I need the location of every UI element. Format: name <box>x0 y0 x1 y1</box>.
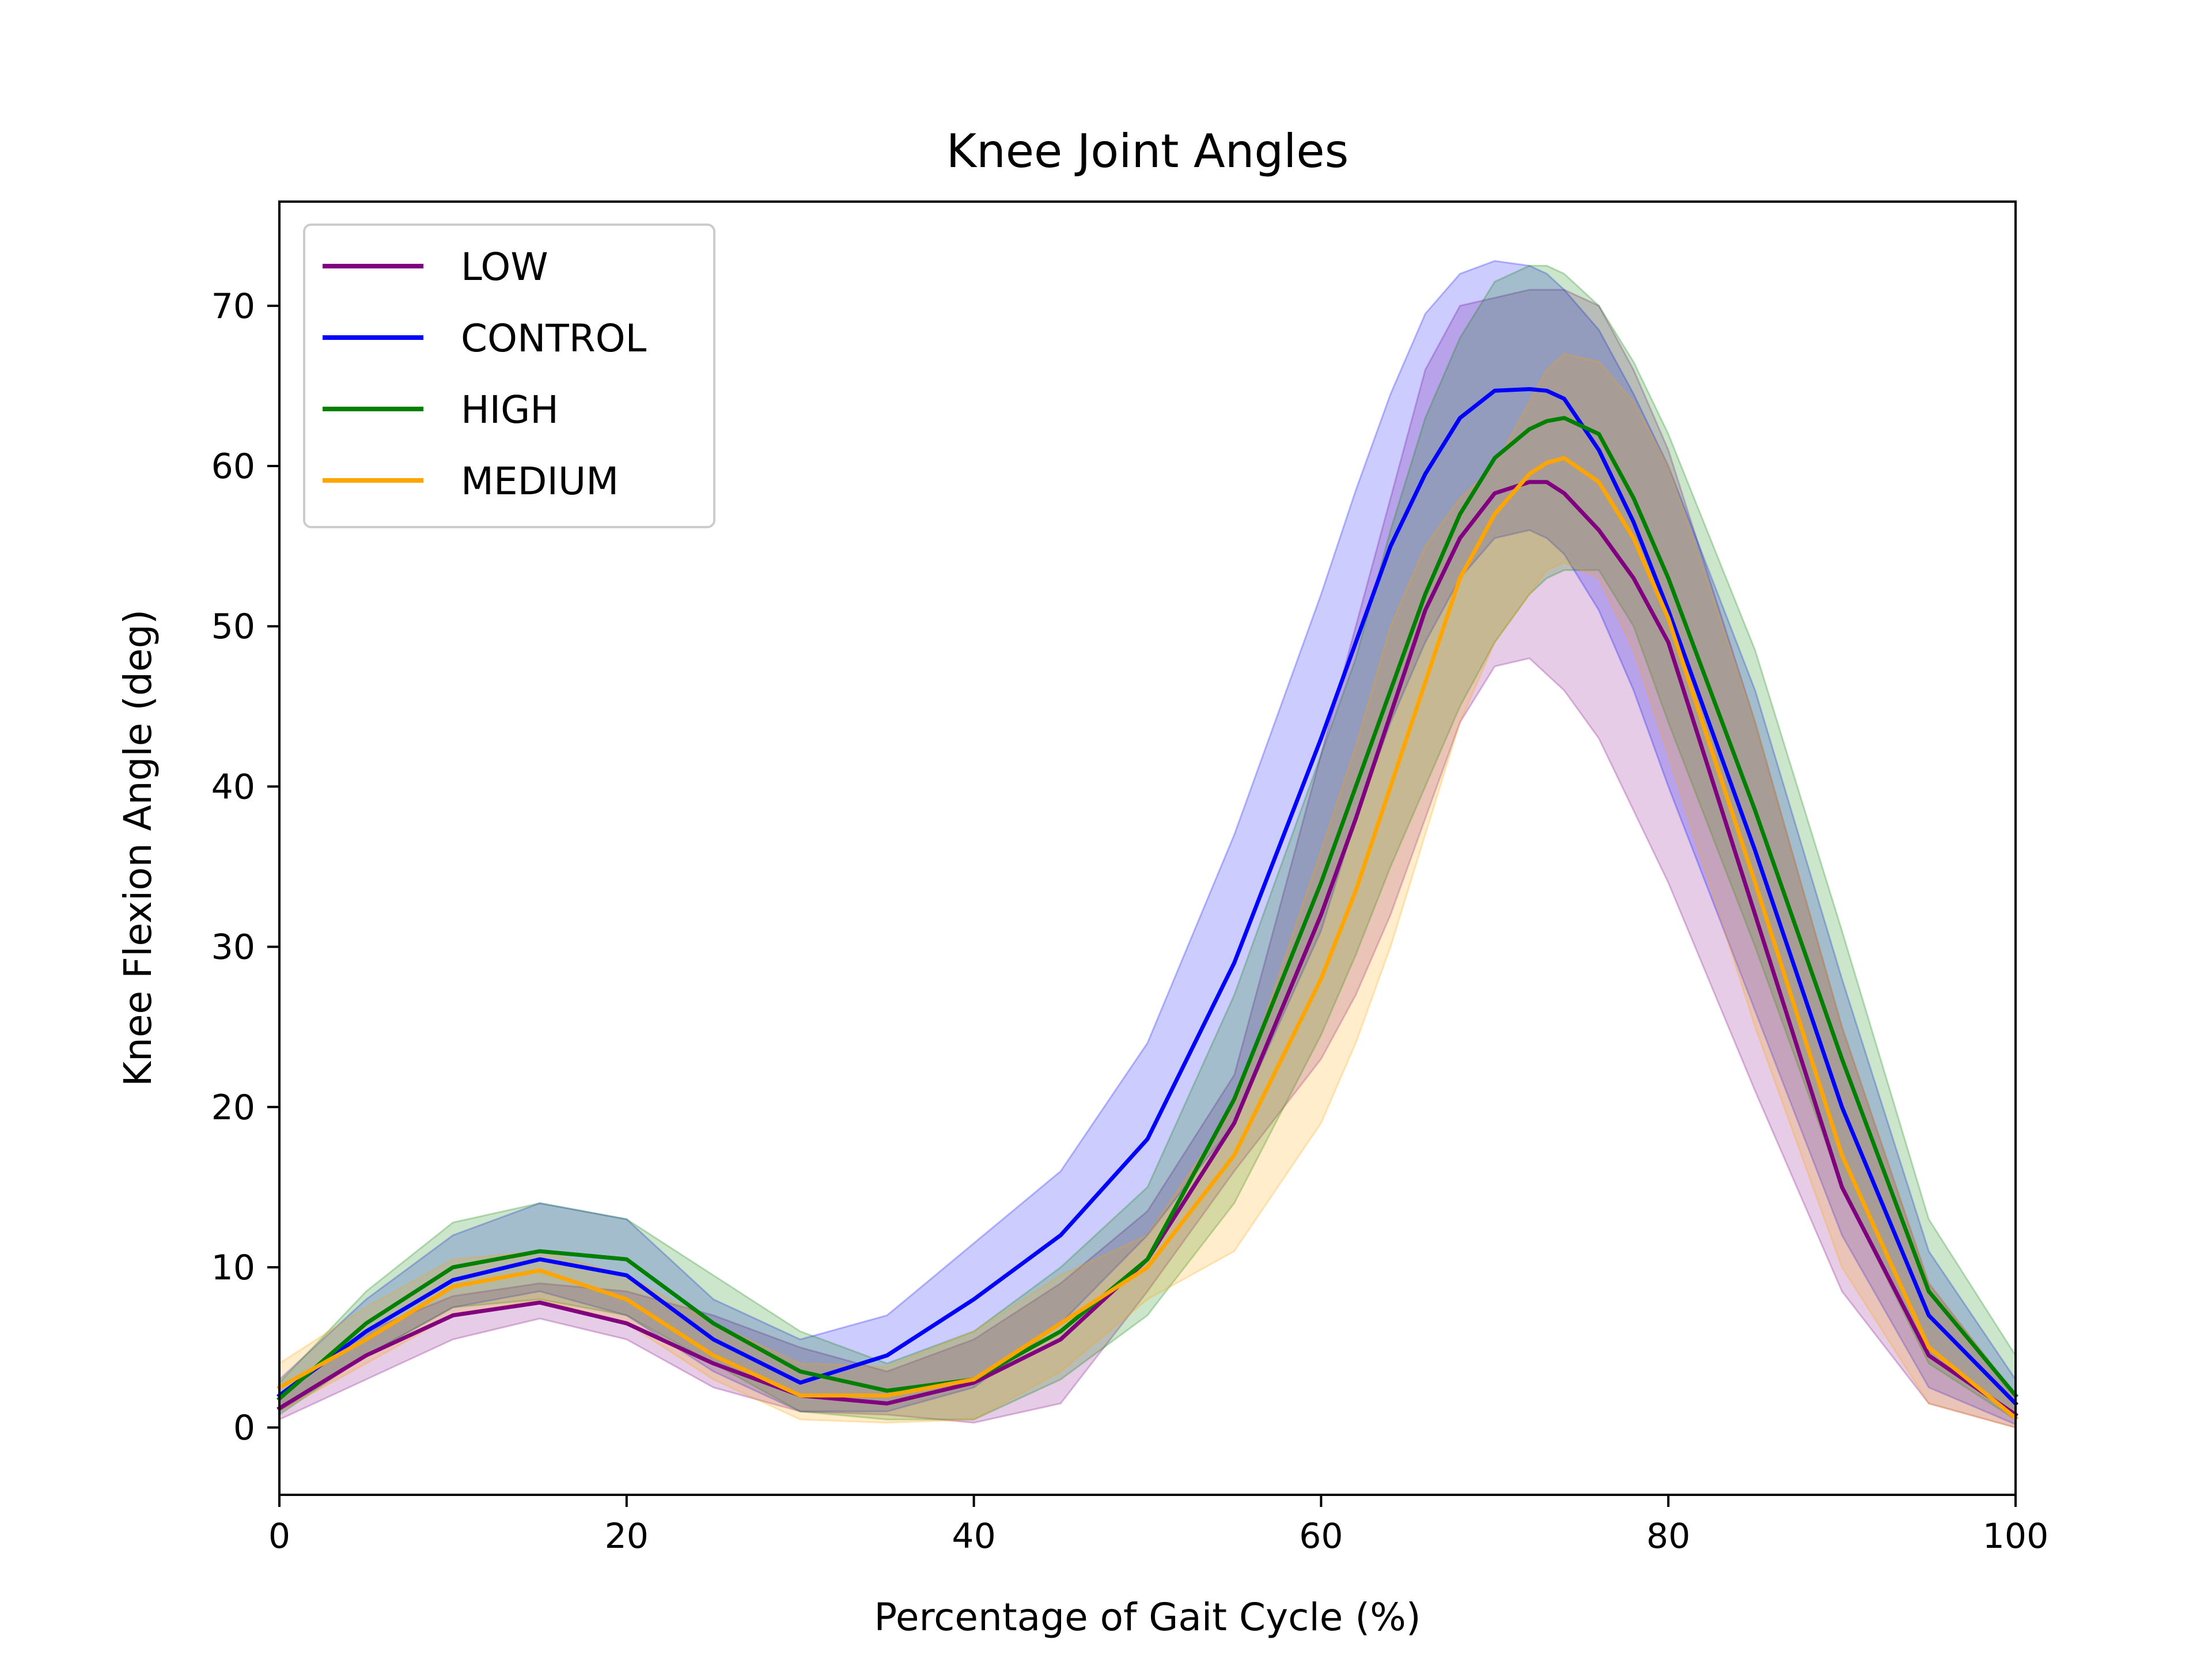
legend-box <box>303 224 715 528</box>
y-tick-label: 60 <box>211 446 255 487</box>
y-axis-label: Knee Flexion Angle (deg) <box>116 609 160 1086</box>
line-control <box>276 387 2018 1407</box>
x-tick-label: 20 <box>605 1516 649 1556</box>
x-tick-label: 60 <box>1299 1516 1343 1556</box>
legend-label-medium: MEDIUM <box>461 459 619 503</box>
y-tick-label: 30 <box>211 927 255 968</box>
series-lines <box>276 387 2018 1421</box>
x-axis: 0 20 40 60 80 100 <box>268 1495 2048 1556</box>
plot-area-frame <box>278 200 2017 1496</box>
y-tick-label: 0 <box>233 1408 255 1448</box>
x-tick-label: 0 <box>268 1516 290 1556</box>
legend-label-control: CONTROL <box>461 316 647 361</box>
legend-label-high: HIGH <box>461 388 559 432</box>
line-medium <box>276 456 2018 1421</box>
x-tick-label: 40 <box>952 1516 995 1556</box>
x-tick-label: 80 <box>1646 1516 1690 1556</box>
y-tick-label: 50 <box>211 607 255 647</box>
y-tick-label: 10 <box>211 1248 255 1288</box>
legend: LOW CONTROL HIGH MEDIUM <box>303 224 715 528</box>
y-axis: 0 10 20 30 40 50 60 70 <box>211 286 279 1448</box>
chart-title: Knee Joint Angles <box>946 124 1349 178</box>
x-tick-label: 100 <box>1983 1516 2049 1556</box>
legend-label-low: LOW <box>461 245 548 289</box>
y-tick-label: 70 <box>211 286 255 327</box>
y-tick-label: 20 <box>211 1088 255 1128</box>
line-low <box>276 480 2018 1418</box>
x-axis-label: Percentage of Gait Cycle (%) <box>874 1595 1421 1639</box>
line-high <box>276 416 2018 1402</box>
y-tick-label: 40 <box>211 767 255 807</box>
